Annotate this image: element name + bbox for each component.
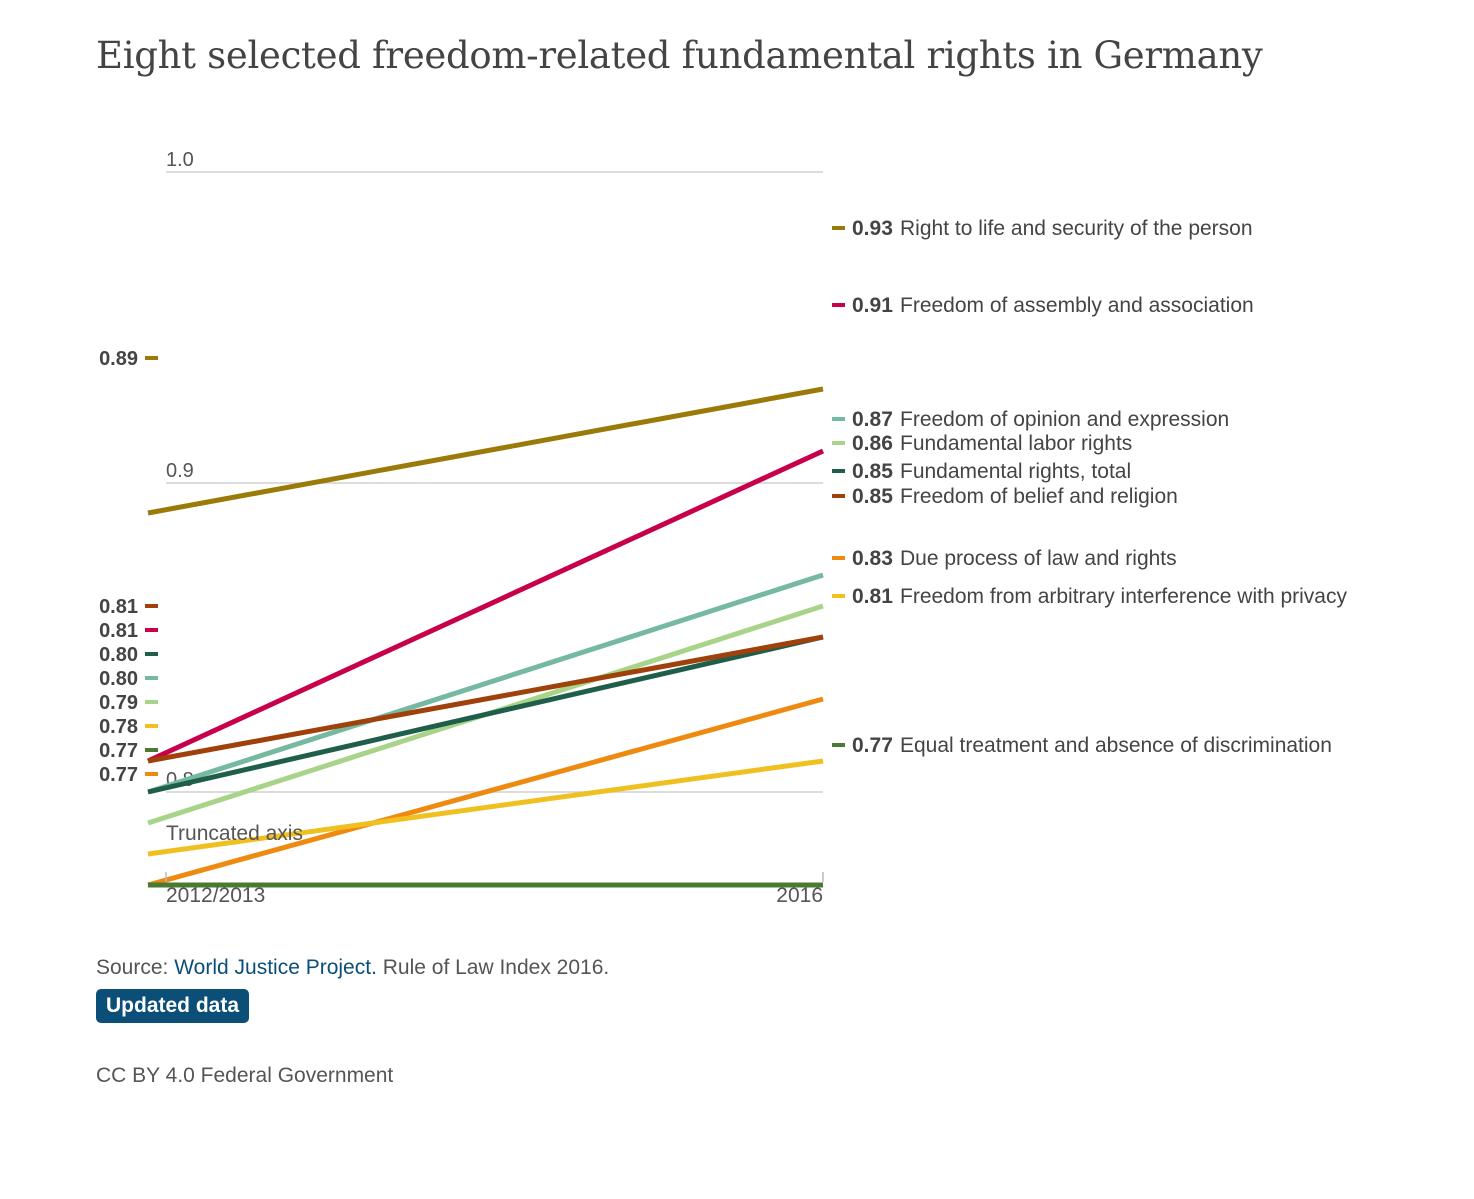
start-value-label: 0.77 [99, 764, 138, 786]
series-name-label: Fundamental rights, total [900, 460, 1131, 483]
start-value-labels: 0.890.810.810.800.800.790.780.770.77 [99, 348, 158, 786]
chart-title: Eight selected freedom-related fundament… [96, 34, 1263, 77]
series-line [147, 634, 824, 795]
series-line [146, 448, 825, 764]
series-line [147, 572, 824, 795]
end-value-label: 0.83 [852, 547, 893, 570]
series-line [147, 758, 824, 857]
end-value-label: 0.91 [852, 294, 893, 317]
source-note: Source: World Justice Project. Rule of L… [96, 956, 609, 980]
series-name-label: Due process of law and rights [900, 547, 1177, 570]
series-line [147, 386, 824, 516]
series-name-label: Right to life and security of the person [900, 217, 1253, 240]
axis-note: Truncated axis [166, 822, 303, 845]
end-value-label: 0.85 [852, 485, 893, 508]
start-value-label: 0.89 [99, 348, 138, 370]
series-name-label: Fundamental labor rights [900, 432, 1132, 455]
series-lines [146, 386, 825, 888]
start-value-label: 0.80 [99, 668, 138, 690]
start-value-label: 0.81 [99, 620, 138, 642]
x-tick-label: 2016 [776, 884, 823, 907]
series-name-label: Freedom of assembly and association [900, 294, 1254, 317]
end-value-label: 0.86 [852, 432, 893, 455]
start-value-label: 0.81 [99, 596, 138, 618]
series-name-label: Freedom from arbitrary interference with… [900, 585, 1347, 608]
x-tick-label: 2012/2013 [166, 884, 265, 907]
end-value-labels: 0.93 Right to life and security of the pe… [832, 217, 1347, 757]
end-value-label: 0.93 [852, 217, 893, 240]
source-suffix: Rule of Law Index 2016. [376, 956, 610, 979]
source-prefix: Source: [96, 956, 175, 979]
updated-data-button[interactable]: Updated data [96, 989, 250, 1023]
start-value-label: 0.79 [99, 692, 138, 714]
y-tick-label: 1.0 [166, 149, 194, 171]
end-value-label: 0.85 [852, 460, 893, 483]
source-link[interactable]: World Justice Project. [174, 956, 377, 979]
series-name-label: Freedom of belief and religion [900, 485, 1178, 508]
end-value-label: 0.81 [852, 585, 893, 608]
start-value-label: 0.77 [99, 740, 138, 762]
series-line [147, 696, 824, 888]
series-name-label: Freedom of opinion and expression [900, 408, 1229, 431]
series-name-label: Equal treatment and absence of discrimin… [900, 734, 1332, 757]
start-value-label: 0.78 [99, 716, 138, 738]
license-note: CC BY 4.0 Federal Government [96, 1064, 394, 1087]
end-value-label: 0.87 [852, 408, 893, 431]
line-chart: 1.00.90.8 0.890.810.810.800.800.790.780.… [99, 149, 1347, 907]
y-tick-label: 0.9 [166, 460, 194, 482]
series-line [147, 634, 824, 764]
end-value-label: 0.77 [852, 734, 893, 757]
start-value-label: 0.80 [99, 644, 138, 666]
